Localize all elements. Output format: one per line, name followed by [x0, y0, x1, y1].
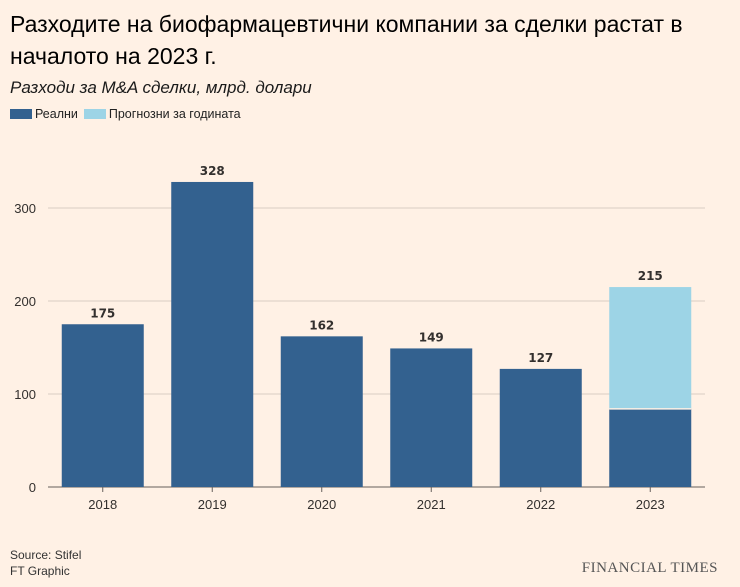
y-tick-label: 0	[29, 480, 36, 495]
bar	[609, 408, 692, 487]
source-note: Source: Stifel FT Graphic	[10, 547, 81, 579]
source-text: Source: Stifel	[10, 548, 82, 562]
y-tick-label: 200	[14, 294, 36, 309]
legend-swatch	[10, 109, 32, 119]
bar	[609, 287, 692, 409]
data-label: 162	[309, 318, 334, 332]
x-tick-label: 2021	[417, 497, 446, 512]
bar	[61, 324, 144, 487]
legend: Реални Прогнозни за годината	[10, 107, 247, 121]
bar	[499, 368, 582, 487]
x-tick-label: 2019	[198, 497, 227, 512]
x-tick-label: 2023	[636, 497, 665, 512]
x-tick-label: 2020	[307, 497, 336, 512]
y-tick-label: 100	[14, 387, 36, 402]
bar	[171, 181, 254, 487]
data-label: 127	[528, 351, 553, 365]
chart-subtitle: Разходи за M&A сделки, млрд. долари	[10, 78, 312, 97]
x-tick-label: 2018	[88, 497, 117, 512]
bar	[280, 336, 363, 487]
legend-swatch	[83, 109, 106, 119]
legend-label: Прогнозни за годината	[108, 107, 241, 121]
x-tick-label: 2022	[526, 497, 555, 512]
y-tick-label: 300	[14, 201, 36, 216]
legend-item-forecast: Прогнозни за годината	[83, 107, 241, 121]
chart-title: Разходите на биофармацевтични компании з…	[10, 11, 683, 69]
data-label: 328	[200, 164, 225, 178]
data-label: 149	[419, 330, 444, 344]
data-label: 175	[90, 306, 115, 320]
bar	[390, 348, 473, 487]
legend-item-actual: Реални	[10, 107, 78, 121]
legend-label: Реални	[35, 107, 78, 121]
credit-text: FT Graphic	[10, 564, 70, 578]
ft-logo: FINANCIAL TIMES	[581, 560, 718, 576]
data-label: 215	[638, 269, 663, 283]
